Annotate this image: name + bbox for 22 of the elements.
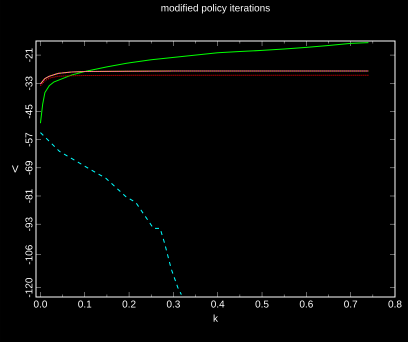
y-tick-label: -69 [25, 161, 32, 175]
line-series [40, 132, 182, 296]
y-axis-title: V [12, 166, 18, 172]
y-tick-label: -81 [25, 189, 32, 203]
y-tick-label: -21 [25, 48, 32, 62]
x-tick-label: 0.7 [344, 300, 358, 308]
y-tick-label: -57 [25, 132, 32, 146]
y-tick-label: -93 [25, 217, 32, 231]
chart-title: modified policy iterations [161, 4, 270, 14]
x-tick-label: 0.3 [166, 300, 180, 308]
x-tick-label: 0.0 [34, 300, 47, 308]
x-tick-label: 0.1 [78, 300, 92, 308]
y-tick-label: -45 [25, 104, 32, 118]
y-tick-label: -120 [25, 278, 32, 298]
x-tick-label: 0.5 [255, 300, 269, 308]
x-tick-label: 0.6 [300, 300, 313, 308]
x-tick-label: 0.8 [388, 300, 402, 308]
y-tick-label: -33 [25, 76, 32, 90]
y-tick-label: -106 [25, 245, 32, 264]
x-axis-title: k [214, 314, 218, 322]
x-tick-label: 0.4 [211, 300, 224, 308]
x-tick-label: 0.2 [122, 300, 136, 308]
